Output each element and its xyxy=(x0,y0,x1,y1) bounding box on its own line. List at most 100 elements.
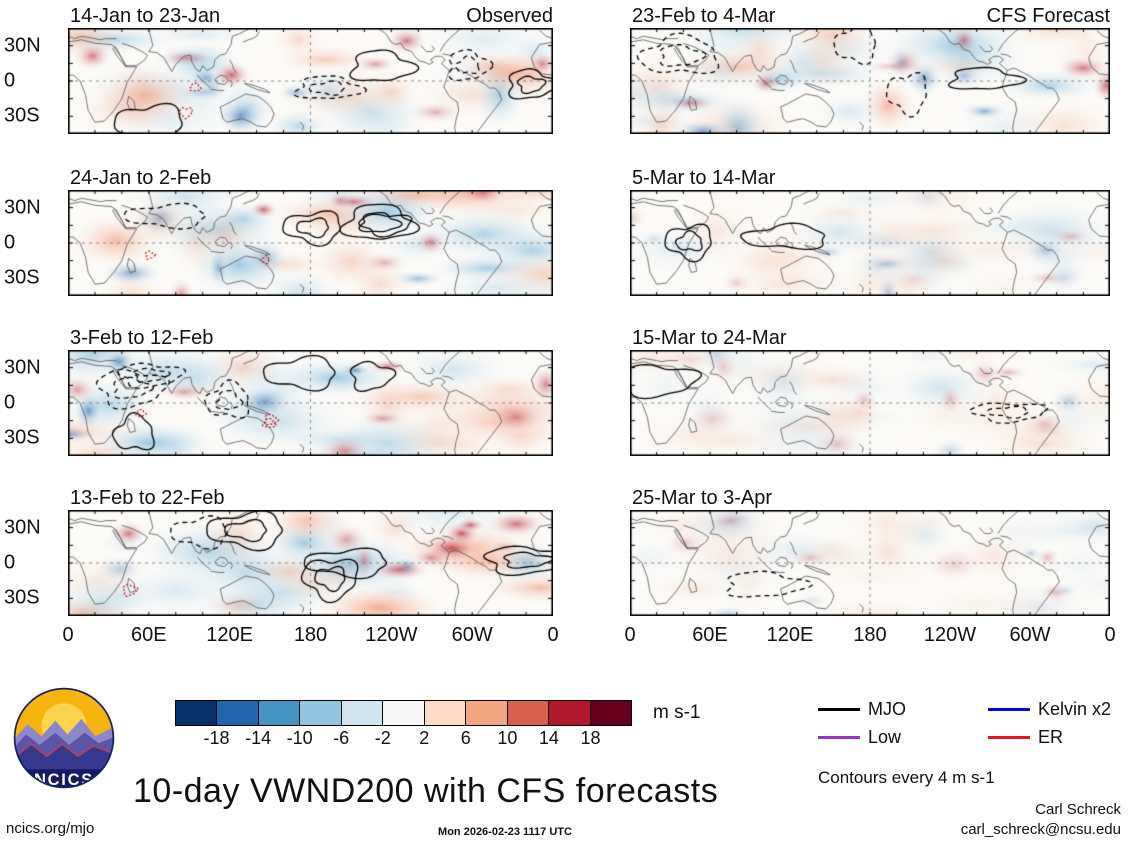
colorbar-cell xyxy=(383,701,425,725)
x-tick-label: 120E xyxy=(766,624,814,646)
site-url: ncics.org/mjo xyxy=(6,820,95,837)
x-tick-label: 120E xyxy=(206,624,254,646)
figure-title: 10-day VWND200 with CFS forecasts xyxy=(133,772,719,810)
y-tick-label: 30N xyxy=(4,516,41,539)
anomaly-map-canvas xyxy=(630,350,1110,456)
y-axis-labels: 30N 0 30S xyxy=(4,510,62,616)
colorbar-cell xyxy=(424,701,467,725)
panel-header: 5-Mar to 14-Mar xyxy=(630,166,1110,190)
legend-label: ER xyxy=(1038,727,1064,747)
colorbar-tick-label: -2 xyxy=(374,728,391,748)
y-axis-labels: 30N 0 30S xyxy=(4,28,62,134)
y-tick-label: 30S xyxy=(4,586,40,609)
logo-ring xyxy=(13,687,115,789)
y-axis-labels: 30N 0 30S xyxy=(4,190,62,296)
panel-observed-3: 3-Feb to 12-Feb 30N 0 30S xyxy=(4,326,553,456)
contour-interval-note: Contours every 4 m s-1 xyxy=(818,768,995,787)
anomaly-map-canvas xyxy=(68,28,553,134)
panel-forecast-2: 5-Mar to 14-Mar xyxy=(630,166,1110,296)
anomaly-map-canvas xyxy=(630,28,1110,134)
x-tick-label: 0 xyxy=(547,624,559,646)
legend-label: Kelvin x2 xyxy=(1038,699,1112,719)
y-tick-label: 30N xyxy=(4,356,41,379)
x-axis-right: 0 60E 120E 180 120W 60W 0 xyxy=(624,620,1115,646)
y-tick-label: 30N xyxy=(4,34,41,57)
colorbar-cell xyxy=(341,701,384,725)
colorbar-cell xyxy=(300,701,342,725)
map-area xyxy=(630,190,1110,296)
colorbar-tick-label: -14 xyxy=(245,728,272,748)
y-tick-label: 0 xyxy=(4,231,16,254)
colorbar-tick-label: 14 xyxy=(538,728,559,748)
generated-timestamp: Mon 2026-02-23 1117 UTC xyxy=(438,826,572,838)
author-credit: Carl Schreck xyxy=(1035,801,1121,818)
panel-header: 23-Feb to 4-Mar CFS Forecast xyxy=(630,4,1110,28)
x-tick-label: 120W xyxy=(923,624,977,646)
panel-header: 24-Jan to 2-Feb xyxy=(68,166,553,190)
panel-observed-4: 13-Feb to 22-Feb 30N 0 30S xyxy=(4,486,553,616)
author-email: carl_schreck@ncsu.edu xyxy=(960,821,1121,838)
y-tick-label: 30S xyxy=(4,426,40,449)
legend-label: Low xyxy=(868,727,902,747)
map-area xyxy=(630,28,1110,134)
colorbar-tick-label: 2 xyxy=(419,728,430,748)
colorbar-cell xyxy=(507,701,550,725)
map-area: 30N 0 30S xyxy=(4,28,553,134)
panel-title: 3-Feb to 12-Feb xyxy=(70,327,214,349)
y-tick-label: 0 xyxy=(4,551,16,574)
legend-line-swatch xyxy=(988,736,1030,739)
anomaly-map-canvas xyxy=(630,510,1110,616)
panel-title: 5-Mar to 14-Mar xyxy=(632,167,776,189)
x-axis-left: 0 60E 120E 180 120W 60W 0 xyxy=(62,620,558,646)
logo-mountains-near xyxy=(14,744,114,773)
colorbar-tick-label: -10 xyxy=(286,728,313,748)
panel-forecast-3: 15-Mar to 24-Mar xyxy=(630,326,1110,456)
x-tick-label: 60E xyxy=(131,624,167,646)
panel-header: 13-Feb to 22-Feb xyxy=(68,486,553,510)
panel-observed-1: 14-Jan to 23-Jan Observed 30N 0 30S xyxy=(4,4,553,134)
ncics-logo: NCICS xyxy=(13,687,115,789)
panel-header: 15-Mar to 24-Mar xyxy=(630,326,1110,350)
x-tick-label: 0 xyxy=(1104,624,1116,646)
legend-line-swatch xyxy=(988,708,1030,711)
map-area: 30N 0 30S xyxy=(4,510,553,616)
panel-title: 14-Jan to 23-Jan xyxy=(70,5,221,27)
colorbar-cell xyxy=(466,701,508,725)
panel-header: 25-Mar to 3-Apr xyxy=(630,486,1110,510)
panel-title: 25-Mar to 3-Apr xyxy=(632,487,773,509)
colorbar-tick-label: -6 xyxy=(333,728,350,748)
panel-title: 23-Feb to 4-Mar xyxy=(632,5,776,27)
legend-line-swatch xyxy=(818,708,860,711)
y-tick-label: 30S xyxy=(4,266,40,289)
anomaly-map-canvas xyxy=(68,350,553,456)
panel-header: 14-Jan to 23-Jan Observed xyxy=(68,4,553,28)
colorbar-cell xyxy=(590,701,631,725)
x-tick-label: 60E xyxy=(692,624,728,646)
column-label-observed: Observed xyxy=(466,5,553,27)
anomaly-map-canvas xyxy=(68,190,553,296)
panel-forecast-4: 25-Mar to 3-Apr xyxy=(630,486,1110,616)
panel-header: 3-Feb to 12-Feb xyxy=(68,326,553,350)
map-area: 30N 0 30S xyxy=(4,350,553,456)
x-tick-label: 60W xyxy=(1009,624,1051,646)
units-label: m s-1 xyxy=(653,702,701,723)
colorbar-cell xyxy=(258,701,301,725)
panel-forecast-1: 23-Feb to 4-Mar CFS Forecast xyxy=(630,4,1110,134)
legend-label: MJO xyxy=(868,699,906,719)
y-tick-label: 0 xyxy=(4,391,16,414)
anomaly-map-canvas xyxy=(68,510,553,616)
map-area: 30N 0 30S xyxy=(4,190,553,296)
colorbar-cell xyxy=(176,701,218,725)
y-tick-label: 30S xyxy=(4,104,40,127)
column-label-forecast: CFS Forecast xyxy=(986,5,1110,27)
x-tick-label: 180 xyxy=(853,624,887,646)
colorbar-tick-label: 18 xyxy=(580,728,601,748)
logo-text: NCICS xyxy=(34,771,94,789)
anomaly-map-canvas xyxy=(630,190,1110,296)
x-tick-label: 60W xyxy=(451,624,493,646)
x-tick-label: 120W xyxy=(365,624,418,646)
legend-line-swatch xyxy=(818,736,860,739)
colorbar-cell xyxy=(549,701,591,725)
panel-title: 13-Feb to 22-Feb xyxy=(70,487,225,509)
